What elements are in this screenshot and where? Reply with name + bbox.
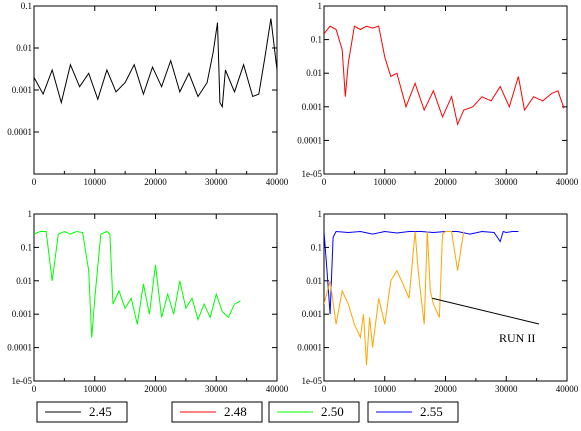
x-tick-label: 40000 xyxy=(556,177,579,187)
x-tick-label: 10000 xyxy=(374,384,397,394)
series-line-2.55 xyxy=(324,230,519,315)
y-tick-label: 1e-05 xyxy=(302,376,323,386)
y-tick-label: 0.1 xyxy=(311,35,322,45)
series-line-2.48 xyxy=(324,25,565,127)
x-tick-label: 30000 xyxy=(495,177,518,187)
x-tick-label: 30000 xyxy=(205,177,228,187)
panel-bottom-left: 0 10000 20000 30000 40000 1e-05 0.0001 0.001 0.0… xyxy=(7,209,289,394)
y-tick-label: 0.01 xyxy=(306,276,322,286)
annotation-run-ii: RUN II xyxy=(499,331,535,345)
plot-frame xyxy=(33,5,278,175)
x-tick-label: 20000 xyxy=(434,177,457,187)
y-tick-label: 1 xyxy=(28,209,33,219)
annotation-pointer xyxy=(432,297,540,325)
legend-label: 2.45 xyxy=(89,404,112,419)
plot-frame xyxy=(323,213,568,382)
legend-box xyxy=(171,401,263,423)
y-tick-label: 0.0001 xyxy=(297,135,322,145)
series-line-2.50 xyxy=(34,230,241,338)
legend-item-2.45: 2.45 xyxy=(36,401,128,423)
x-tick-label: 10000 xyxy=(374,177,397,187)
legend-box xyxy=(36,401,128,423)
series-line-2.48-orange xyxy=(324,231,465,366)
x-tick-label: 20000 xyxy=(434,384,457,394)
y-tick-label: 0.1 xyxy=(21,242,32,252)
legend-box xyxy=(367,401,459,423)
y-tick-label: 1 xyxy=(318,209,323,219)
y-tick-label: 0.01 xyxy=(306,68,322,78)
series-line-2.45 xyxy=(34,18,277,109)
panel-bottom-right: 0 10000 20000 30000 40000 1e-05 0.0001 0.001 0.0… xyxy=(297,209,579,394)
x-tick-label: 20000 xyxy=(144,384,167,394)
x-tick-label: 40000 xyxy=(266,384,289,394)
panel-top-left: 0 10000 20000 30000 40000 0.0001 0.001 0.01 0.1 xyxy=(7,1,289,187)
legend-label: 2.50 xyxy=(321,404,344,419)
y-tick-label: 0.1 xyxy=(311,242,322,252)
x-tick-label: 30000 xyxy=(205,384,228,394)
x-tick-label: 10000 xyxy=(84,177,107,187)
legend-box xyxy=(268,401,360,423)
y-tick-label: 0.001 xyxy=(12,309,32,319)
y-tick-label: 0.0001 xyxy=(7,127,32,137)
legend-item-2.48: 2.48 xyxy=(171,401,263,423)
legend-label: 2.48 xyxy=(224,404,247,419)
y-tick-label: 0.0001 xyxy=(297,343,322,353)
y-tick-label: 0.001 xyxy=(12,85,32,95)
panel-top-right: 0 10000 20000 30000 40000 1e-05 0.0001 0.001 0.0… xyxy=(297,1,579,187)
x-tick-label: 40000 xyxy=(266,177,289,187)
y-tick-label: 1e-05 xyxy=(302,169,323,179)
x-tick-label: 0 xyxy=(32,177,37,187)
x-tick-label: 30000 xyxy=(495,384,518,394)
x-tick-label: 10000 xyxy=(84,384,107,394)
plot-frame xyxy=(33,213,278,382)
legend-label: 2.55 xyxy=(420,404,443,419)
plot-frame xyxy=(323,5,568,175)
y-tick-label: 0.0001 xyxy=(7,343,32,353)
y-tick-label: 1 xyxy=(318,1,323,11)
y-tick-label: 1e-05 xyxy=(12,376,33,386)
y-tick-label: 0.01 xyxy=(16,276,32,286)
x-tick-label: 20000 xyxy=(144,177,167,187)
legend: 2.45 2.48 2.50 2.55 xyxy=(36,401,459,423)
y-tick-label: 0.1 xyxy=(21,1,32,11)
legend-item-2.50: 2.50 xyxy=(268,401,360,423)
y-tick-label: 0.001 xyxy=(302,102,322,112)
y-tick-label: 0.001 xyxy=(302,309,322,319)
x-tick-label: 0 xyxy=(32,384,37,394)
x-tick-label: 40000 xyxy=(556,384,579,394)
x-tick-label: 0 xyxy=(322,384,327,394)
legend-item-2.55: 2.55 xyxy=(367,401,459,423)
x-tick-label: 0 xyxy=(322,177,327,187)
y-tick-label: 0.01 xyxy=(16,43,32,53)
